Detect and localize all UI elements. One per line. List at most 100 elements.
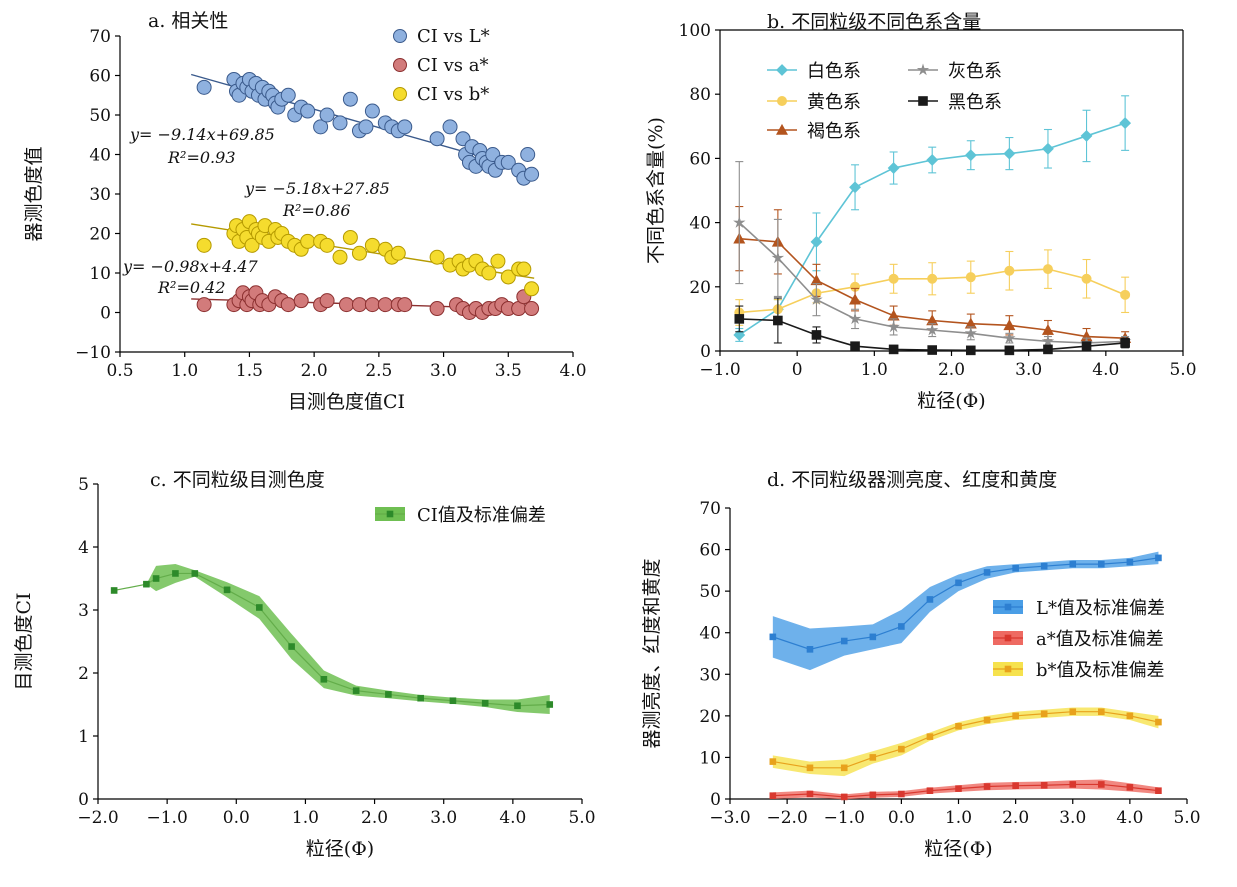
point-a-star (280, 297, 296, 313)
y-tick-label: 0 (700, 342, 711, 362)
y-tick-label: 20 (699, 707, 721, 727)
data-point (840, 764, 848, 772)
data-point (1042, 264, 1053, 275)
data-point (385, 691, 392, 698)
data-point (810, 235, 823, 248)
point-b-star (481, 265, 497, 281)
legend-marker (386, 510, 394, 518)
data-point (352, 687, 360, 694)
x-tick-label: 5.0 (568, 808, 595, 828)
point-l-star (397, 119, 413, 135)
y-tick-label: 0 (710, 790, 721, 810)
data-point (849, 181, 861, 194)
legend-label-a-star: CI vs a* (417, 55, 488, 76)
legend-label: 黑色系 (948, 92, 1002, 113)
legend-marker (775, 123, 789, 135)
x-tick-label: 2.0 (301, 361, 328, 381)
data-point (964, 149, 977, 162)
point-b-star (351, 245, 367, 261)
y-tick-label: 3 (78, 601, 89, 621)
series-a-star (769, 779, 1162, 801)
point-l-star (524, 166, 540, 182)
data-point (1081, 341, 1092, 351)
legend-marker-a-star (393, 58, 407, 72)
legend-label: 褐色系 (807, 121, 861, 142)
data-point (769, 633, 777, 641)
data-point (1003, 331, 1016, 344)
point-a-star (524, 301, 540, 317)
y-tick-label: 40 (699, 624, 721, 644)
point-a-star (364, 297, 380, 313)
y-tick-label: 100 (679, 21, 711, 41)
data-point (898, 623, 905, 630)
series-l-star: CI vs L* (190, 26, 540, 186)
data-point (955, 579, 962, 587)
point-a-star (351, 297, 367, 313)
x-tick-label: 4.0 (559, 361, 586, 381)
regression-equation: y= −9.14x+69.85 (129, 125, 275, 144)
x-tick-label: −2.0 (766, 808, 807, 828)
point-a-star (196, 297, 212, 313)
data-point (898, 790, 905, 798)
y-tick-label: 50 (89, 106, 111, 126)
data-point (869, 754, 877, 761)
data-point (806, 764, 814, 772)
x-tick-label: 1.0 (292, 808, 319, 828)
data-point (1069, 560, 1077, 568)
point-l-star (500, 154, 516, 170)
data-point (1155, 718, 1162, 726)
legend-item-b-star: b*值及标准偏差 (993, 660, 1165, 681)
point-b-star (319, 237, 335, 253)
legend-marker-l-star (393, 29, 407, 43)
point-l-star (429, 131, 445, 147)
data-point (734, 314, 745, 324)
y-tick-label: 10 (699, 748, 721, 768)
y-axis-title: 器测亮度、红度和黄度 (641, 558, 663, 748)
data-point (926, 733, 934, 740)
y-tick-label: 80 (689, 85, 711, 105)
data-point (888, 273, 899, 284)
x-tick-label: 0 (792, 360, 803, 380)
data-point (288, 643, 295, 650)
data-point (1041, 324, 1054, 335)
point-b-star (390, 245, 406, 261)
x-axis-title: 粒径(Φ) (924, 838, 992, 860)
x-tick-label: 3.5 (495, 361, 522, 381)
data-point (926, 596, 934, 603)
legend-marker (918, 96, 928, 106)
point-b-star (524, 281, 540, 297)
y-tick-label: 40 (689, 214, 711, 234)
data-point (806, 790, 814, 798)
y-tick-label: 5 (78, 475, 89, 495)
legend-marker (916, 63, 930, 76)
data-point (769, 792, 777, 799)
data-point (1040, 781, 1048, 789)
series-l-star (769, 551, 1162, 671)
x-tick-label: 0.5 (106, 361, 133, 381)
data-point (152, 575, 160, 582)
x-tick-label: 2.5 (365, 361, 392, 381)
data-point (1098, 781, 1105, 788)
point-a-star (319, 293, 335, 309)
point-l-star (300, 103, 316, 119)
y-tick-label: 30 (699, 665, 721, 685)
legend-marker (1004, 603, 1012, 611)
std-band (772, 707, 1159, 777)
data-point (143, 580, 150, 588)
data-point (1081, 273, 1092, 284)
data-point (1126, 558, 1134, 566)
data-point (481, 699, 489, 707)
legend-marker-b-star (393, 87, 407, 101)
y-tick-label: 10 (89, 264, 111, 284)
data-point (806, 646, 814, 653)
data-point (1043, 344, 1053, 355)
point-l-star (319, 107, 335, 123)
x-tick-label: −1.0 (824, 808, 865, 828)
y-tick-label: 0 (100, 304, 111, 324)
data-point (1119, 117, 1132, 130)
r-squared-label: R²=0.86 (282, 201, 351, 220)
x-tick-label: 3.0 (430, 808, 457, 828)
legend-item: CI值及标准偏差 (375, 505, 546, 526)
x-tick-label: −1.0 (699, 360, 740, 380)
data-point (1012, 564, 1019, 572)
